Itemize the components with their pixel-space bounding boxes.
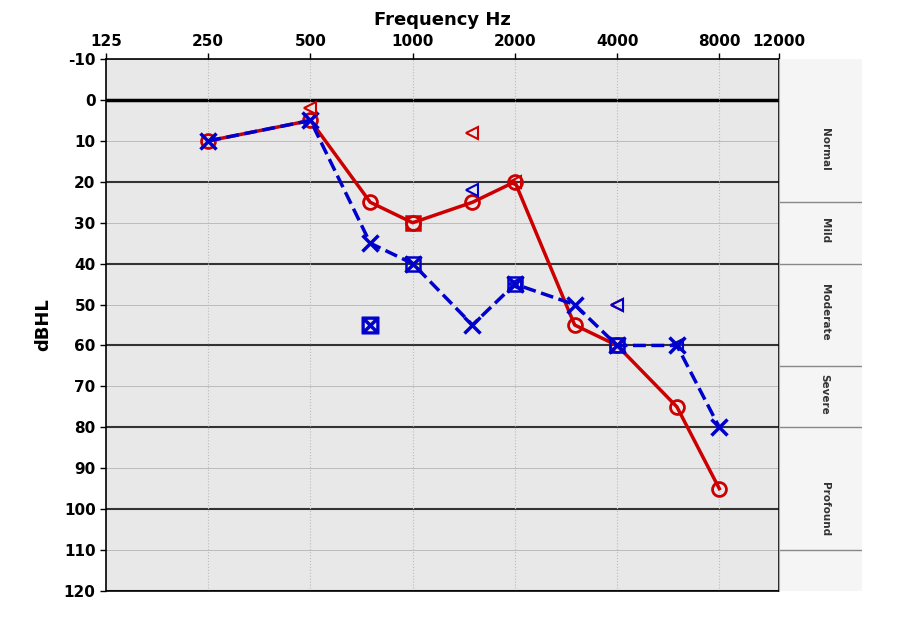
Text: Severe: Severe (820, 374, 830, 415)
Text: Mild: Mild (820, 218, 830, 243)
Y-axis label: dBHL: dBHL (35, 299, 53, 351)
X-axis label: Frequency Hz: Frequency Hz (374, 11, 511, 29)
Text: Normal: Normal (820, 128, 830, 170)
Text: Profound: Profound (820, 482, 830, 536)
Text: Moderate: Moderate (820, 284, 830, 341)
